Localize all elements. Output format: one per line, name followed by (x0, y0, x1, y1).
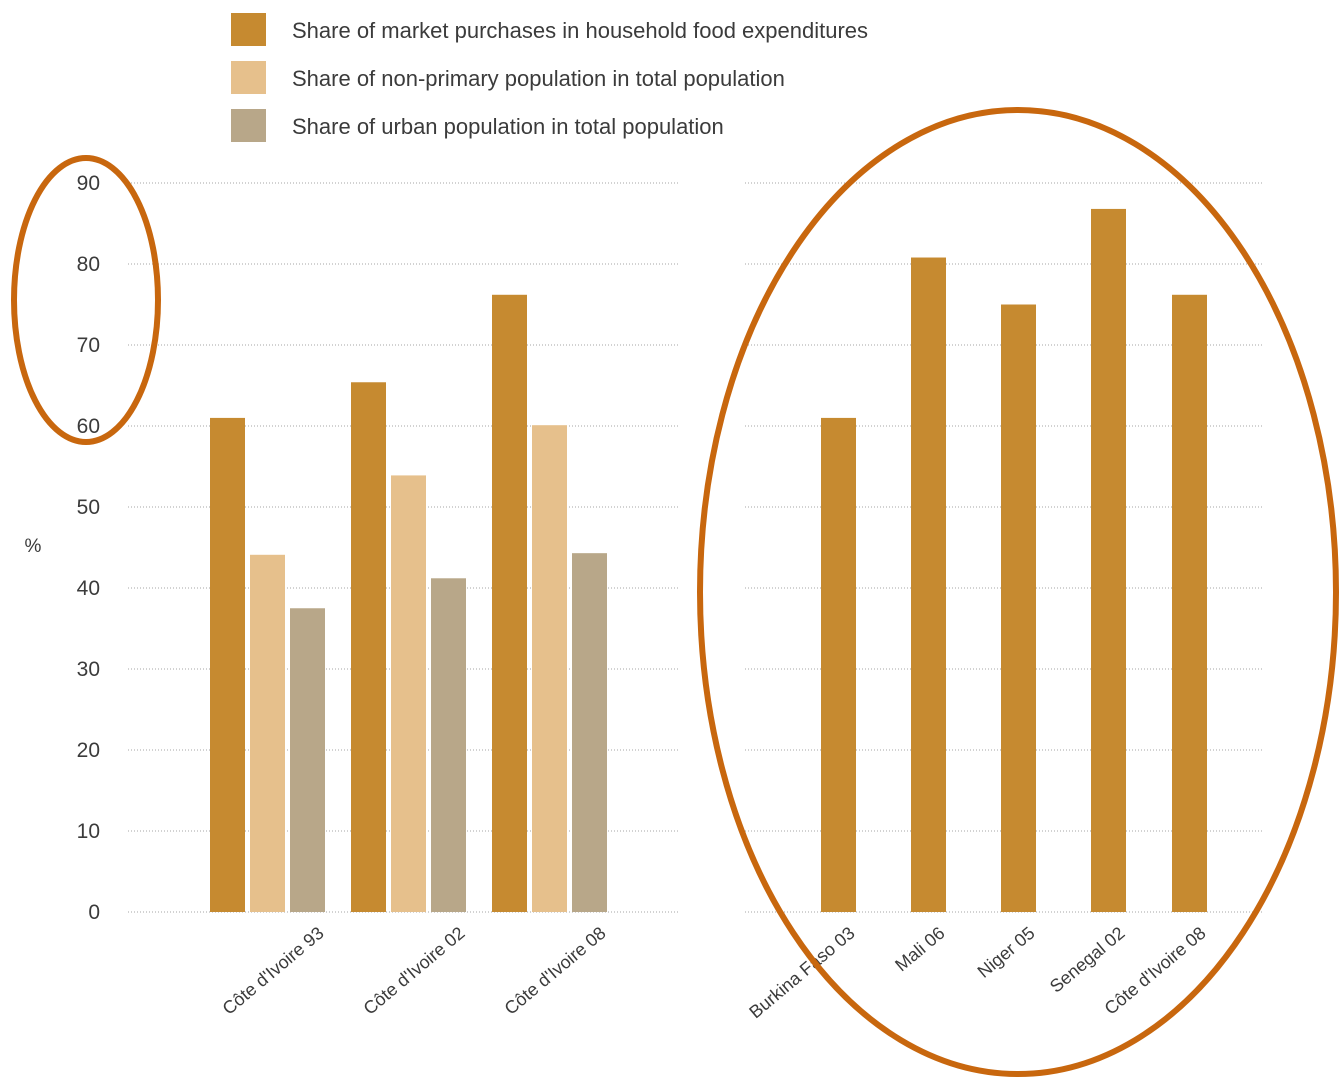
bar-senegal-02 (1091, 208, 1126, 913)
bar-cote-d-ivoire-02-series-1 (351, 382, 386, 912)
bar-cote-d-ivoire-02-series-2 (391, 475, 426, 912)
y-tick-label: 30 (77, 658, 100, 681)
y-tick-label: 90 (77, 172, 100, 195)
x-tick-label: Niger 05 (974, 923, 1039, 982)
chart-panel-cote-divoire: 0 10 20 30 40 50 60 70 80 90% Côte d'Ivoire 93 Côte… (25, 172, 680, 1019)
y-tick-label: 80 (77, 253, 100, 276)
legend-swatch (231, 109, 266, 142)
bar-cote-d-ivoire-93-series-2 (250, 554, 285, 912)
bar-cote-d-ivoire-93-series-1 (210, 417, 245, 912)
y-tick-label: 40 (77, 577, 100, 600)
bar-cote-d-ivoire-08 (1172, 294, 1207, 912)
y-tick-label: 0 (88, 901, 100, 924)
annotation-ellipse-right-panel (697, 107, 1339, 1077)
y-axis-label: % (25, 536, 42, 557)
x-tick-label: Mali 06 (891, 923, 948, 976)
bar-cote-d-ivoire-02-series-3 (431, 578, 466, 912)
y-tick-label: 10 (77, 820, 100, 843)
x-tick-label: Burkina Faso 03 (745, 923, 858, 1023)
annotation-layer (11, 107, 1339, 1077)
bar-niger-05 (1001, 304, 1036, 912)
bar-cote-d-ivoire-08-series-1 (492, 294, 527, 912)
bar-burkina-faso-03 (821, 417, 856, 912)
legend-label: Share of urban population in total popul… (292, 114, 724, 139)
y-tick-label: 50 (77, 496, 100, 519)
x-tick-label: Côte d'Ivoire 02 (360, 923, 469, 1019)
legend-swatch (231, 61, 266, 94)
annotation-ellipse-y-axis (11, 155, 161, 445)
bar-mali-06 (911, 257, 946, 912)
legend-label: Share of non-primary population in total… (292, 66, 785, 91)
bar-cote-d-ivoire-08-series-2 (532, 425, 567, 912)
y-tick-label: 20 (77, 739, 100, 762)
y-tick-label: 60 (77, 415, 100, 438)
x-tick-label: Senegal 02 (1046, 923, 1129, 997)
chart-panel-countries: Burkina Faso 03 Mali 06 Niger 05 Senegal 02… (745, 182, 1262, 1023)
bar-cote-d-ivoire-08-series-3 (572, 553, 607, 912)
x-tick-label: Côte d'Ivoire 08 (501, 923, 610, 1019)
y-tick-label: 70 (77, 334, 100, 357)
chart-legend: Share of market purchases in household f… (231, 13, 868, 142)
bar-cote-d-ivoire-93-series-3 (290, 608, 325, 912)
x-tick-label: Côte d'Ivoire 93 (219, 923, 328, 1019)
legend-label: Share of market purchases in household f… (292, 18, 868, 43)
legend-swatch (231, 13, 266, 46)
